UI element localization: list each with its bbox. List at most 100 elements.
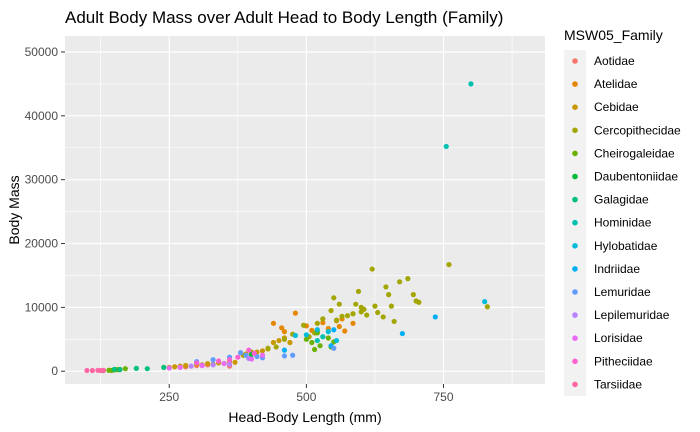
- data-point: [350, 320, 356, 326]
- data-point: [265, 345, 271, 351]
- data-point: [350, 311, 356, 317]
- data-point: [251, 350, 257, 356]
- y-tick-label: 20000: [25, 237, 59, 251]
- y-axis-title: Body Mass: [6, 175, 22, 244]
- legend-label: Lorisidae: [594, 331, 643, 345]
- legend-key: [572, 81, 578, 87]
- data-point: [364, 312, 370, 318]
- legend: MSW05_Family Aotidae Atelidae Cebidae Cerco…: [564, 27, 681, 396]
- data-point: [468, 81, 474, 87]
- data-point: [309, 339, 315, 346]
- data-point: [397, 279, 403, 285]
- data-point: [98, 367, 104, 374]
- data-point: [331, 295, 337, 301]
- data-point: [270, 339, 277, 346]
- legend-key: [572, 196, 578, 203]
- data-point: [372, 303, 378, 309]
- data-point: [391, 318, 397, 325]
- legend-label: Pitheciidae: [594, 354, 653, 368]
- legend-label: Daubentoniidae: [594, 170, 678, 184]
- legend-key: [572, 358, 578, 365]
- chart-title: Adult Body Mass over Adult Head to Body …: [65, 8, 503, 27]
- data-point: [344, 313, 351, 319]
- legend-title: MSW05_Family: [564, 27, 663, 43]
- data-point: [383, 284, 389, 290]
- data-point: [205, 360, 211, 367]
- data-point: [314, 320, 320, 326]
- data-point: [292, 332, 298, 339]
- data-point: [292, 310, 298, 316]
- legend-label: Cercopithecidae: [594, 123, 681, 137]
- data-point: [235, 354, 241, 360]
- data-point: [287, 339, 293, 346]
- data-point: [237, 350, 244, 356]
- data-point: [339, 313, 345, 319]
- data-point: [188, 363, 194, 369]
- legend-key: [572, 243, 578, 249]
- legend-label: Hylobatidae: [594, 239, 658, 253]
- data-point: [303, 336, 309, 342]
- legend-label: Hominidae: [594, 216, 652, 230]
- legend-label: Tarsiidae: [594, 377, 642, 391]
- legend-key: [572, 335, 578, 342]
- axis-ticks: 250 500 750 0 10000 20000 30000 40000 50000: [25, 45, 454, 404]
- data-point: [405, 276, 411, 282]
- data-point: [443, 143, 449, 150]
- data-point: [216, 358, 222, 364]
- data-point: [122, 366, 128, 372]
- x-tick-label: 750: [433, 390, 453, 404]
- legend-label: Lepilemuridae: [594, 308, 670, 322]
- data-point: [320, 316, 326, 322]
- data-point: [482, 299, 488, 305]
- y-tick-label: 10000: [25, 300, 59, 314]
- y-tick-label: 30000: [25, 173, 59, 187]
- data-point: [133, 365, 139, 371]
- data-point: [246, 347, 252, 353]
- data-point: [314, 337, 320, 344]
- legend-label: Cheirogaleidae: [594, 146, 675, 160]
- legend-key: [572, 104, 578, 110]
- data-point: [199, 362, 205, 369]
- data-point: [320, 334, 326, 340]
- y-tick-label: 50000: [25, 45, 59, 59]
- data-point: [336, 323, 342, 330]
- legend-key: [572, 312, 578, 318]
- data-point: [303, 332, 309, 338]
- data-point: [281, 329, 288, 335]
- data-point: [333, 337, 340, 344]
- data-point: [281, 336, 288, 342]
- data-point: [375, 309, 381, 316]
- data-point: [331, 327, 337, 333]
- data-point: [259, 352, 266, 358]
- data-point: [111, 366, 117, 372]
- data-point: [194, 360, 200, 366]
- data-point: [432, 314, 438, 320]
- data-point: [342, 328, 348, 334]
- data-point: [279, 325, 285, 331]
- grid-lines: [65, 36, 545, 384]
- data-point: [232, 359, 238, 365]
- data-point: [331, 345, 337, 351]
- data-point: [399, 330, 405, 337]
- data-point: [161, 364, 167, 370]
- y-tick-label: 0: [51, 364, 58, 378]
- plot-panel: [65, 36, 545, 384]
- legend-key: [572, 127, 578, 134]
- data-point: [226, 361, 233, 367]
- x-tick-label: 500: [296, 390, 316, 404]
- legend-key: [572, 150, 578, 157]
- legend-label: Indriidae: [594, 262, 640, 276]
- data-point: [172, 364, 178, 370]
- legend-label: Atelidae: [594, 77, 638, 91]
- data-point: [84, 367, 90, 374]
- data-point: [325, 329, 331, 335]
- data-point: [314, 327, 320, 333]
- legend-label: Lemuridae: [594, 285, 651, 299]
- data-point: [333, 317, 340, 323]
- legend-key: [572, 58, 578, 64]
- data-point: [226, 357, 233, 363]
- data-point: [301, 322, 307, 328]
- data-point: [248, 356, 255, 362]
- legend-key: [572, 173, 578, 180]
